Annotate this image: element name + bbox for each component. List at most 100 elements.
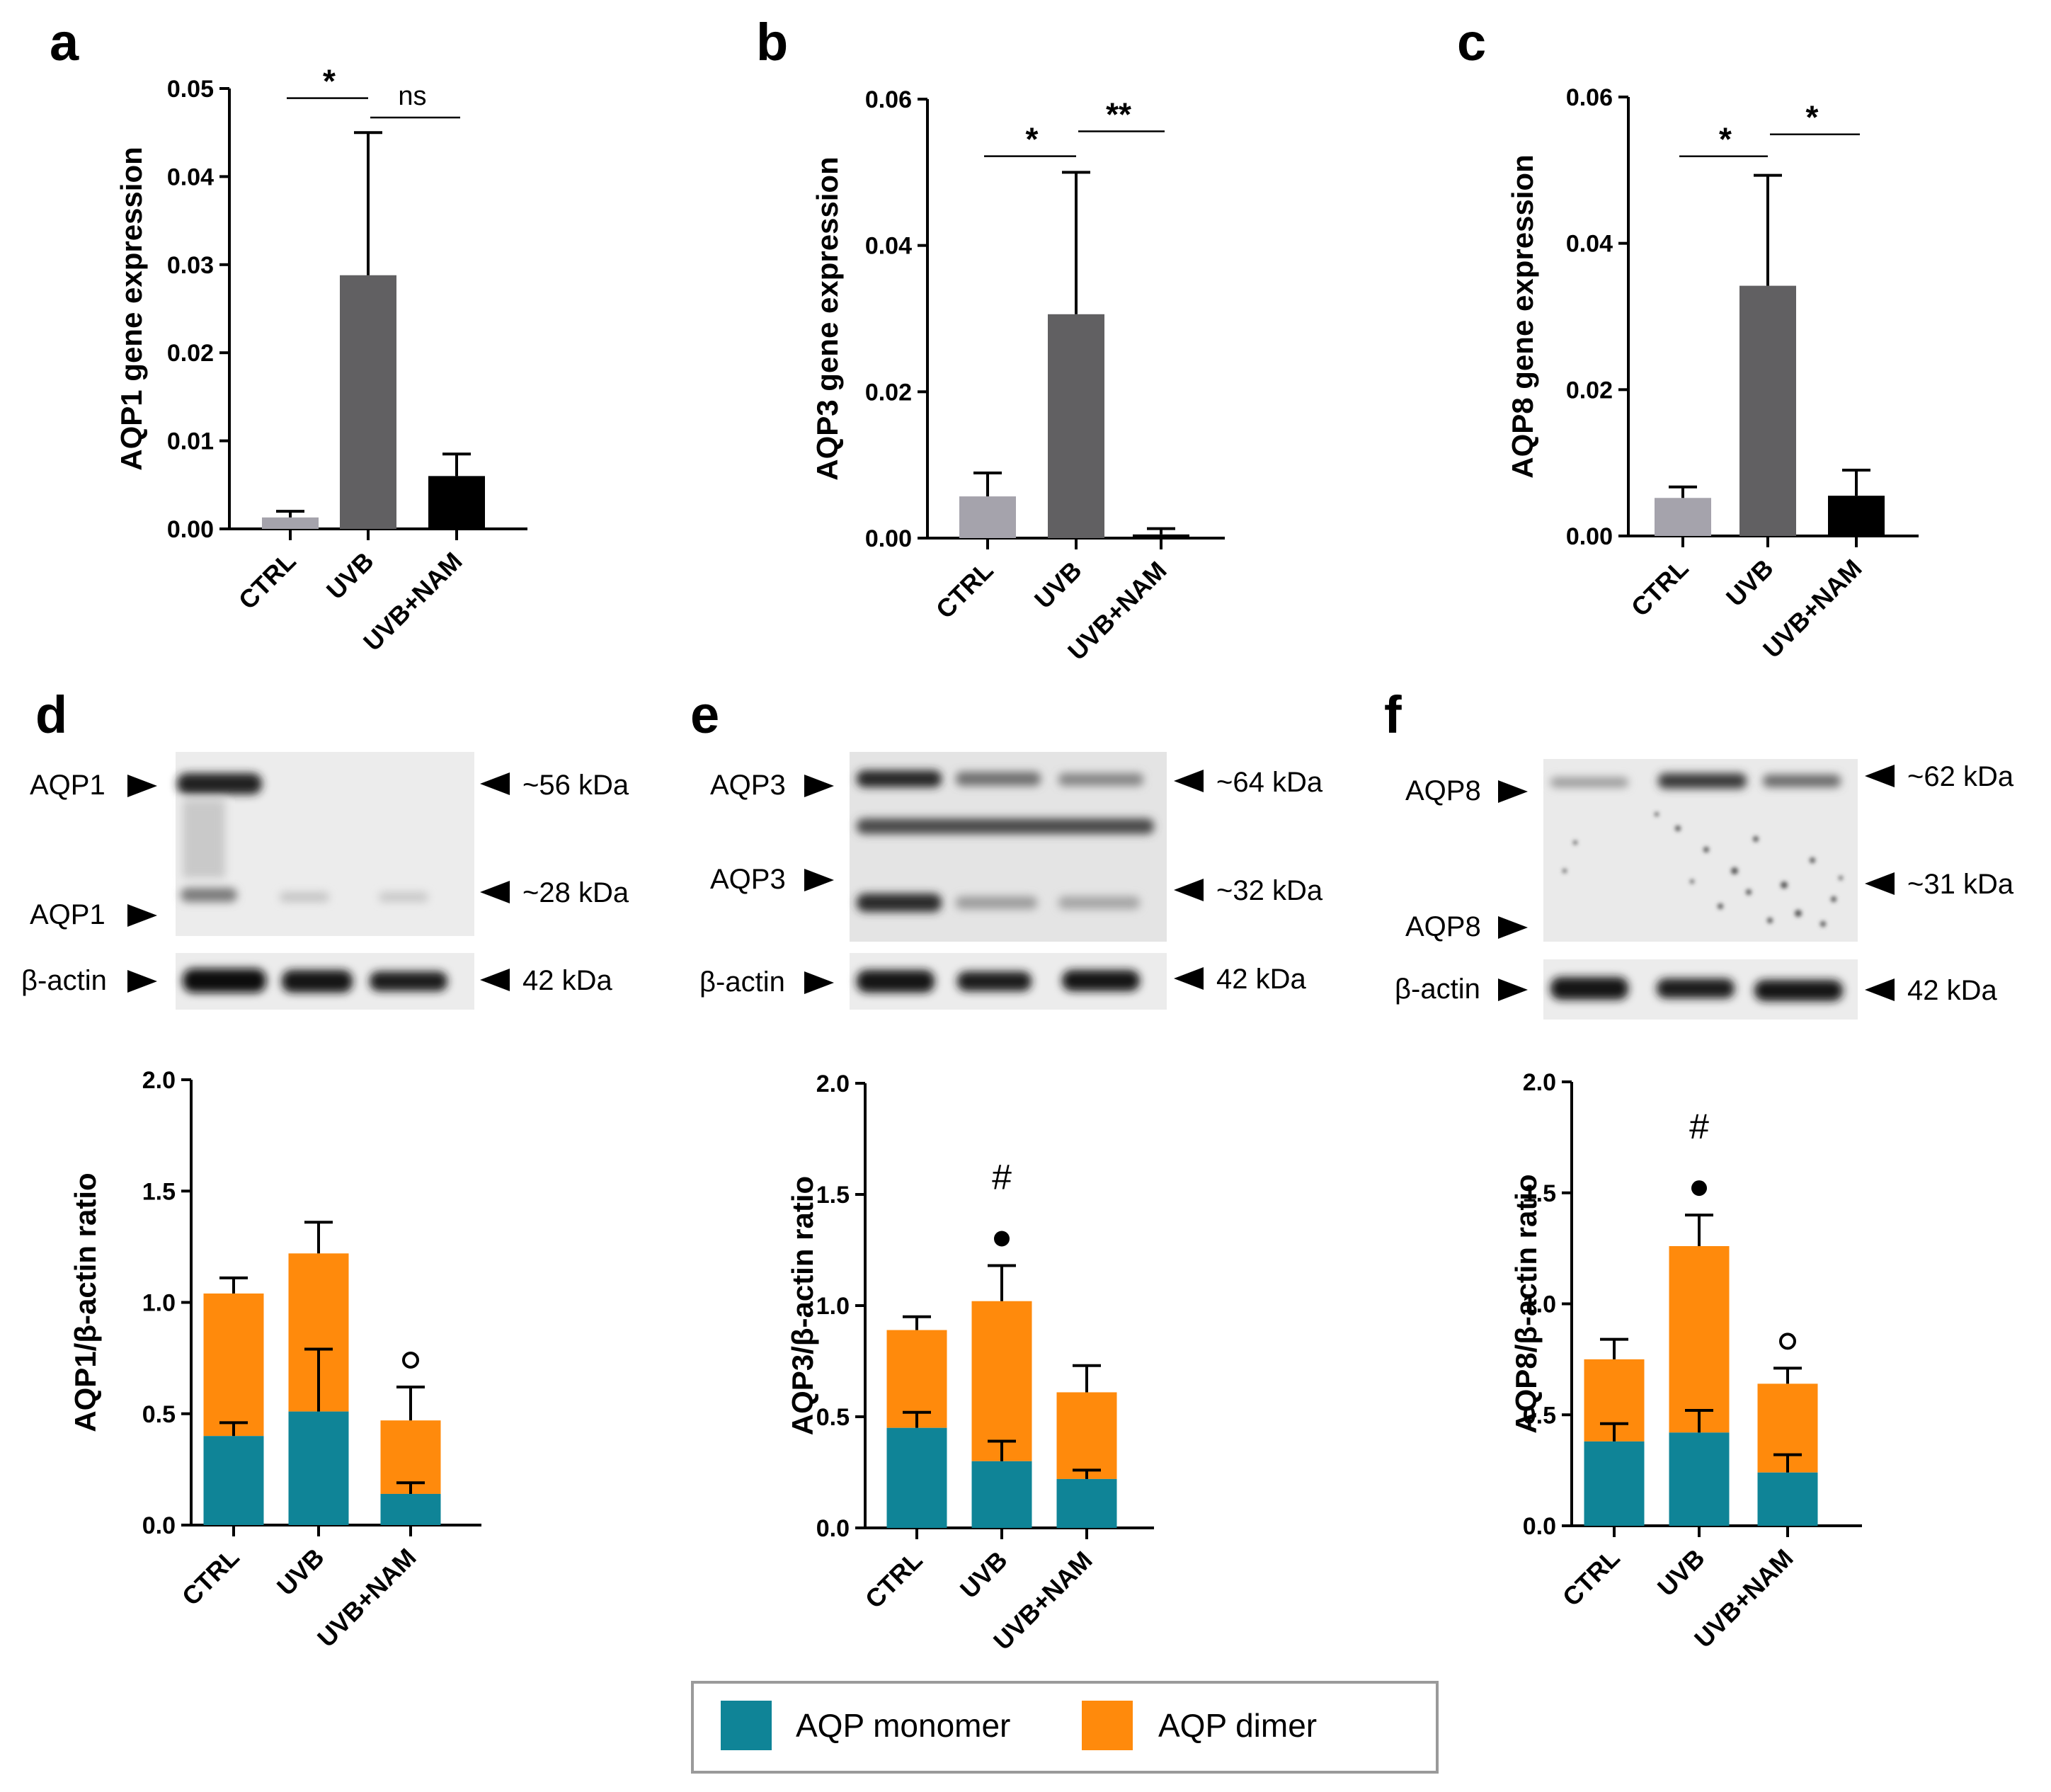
- e-bar-dimer: [971, 1301, 1032, 1461]
- d-y-tick-label: 2.0: [142, 1067, 176, 1094]
- a-bar: [262, 517, 319, 529]
- a-y-tick-label: 0.01: [167, 428, 214, 455]
- a-bar: [340, 275, 396, 529]
- blot-f-size-label-3: 42 kDa: [1907, 975, 1997, 1006]
- blot-e-arrow-left-2: [804, 869, 834, 891]
- c-significance-label: *: [1806, 99, 1819, 136]
- f-y-tick-label: 1.5: [1523, 1180, 1556, 1207]
- blot-e-size-label-1: ~64 kDa: [1216, 767, 1323, 798]
- blot-e-arrow-left-3: [804, 971, 834, 994]
- legend-swatch-monomer: [721, 1701, 772, 1750]
- d-x-tick-label: UVB: [271, 1543, 330, 1602]
- b-y-tick-label: 0.06: [865, 86, 912, 113]
- b-bar: [959, 496, 1016, 538]
- f-bar-monomer: [1757, 1472, 1818, 1526]
- f-y-axis-title: AQP8/β-actin ratio: [1509, 1174, 1543, 1433]
- f-y-tick-label: 2.0: [1523, 1069, 1556, 1096]
- legend: AQP monomer AQP dimer: [691, 1681, 1439, 1774]
- blot-d-band-label-2: AQP1: [30, 899, 105, 930]
- d-bar-monomer: [288, 1411, 349, 1525]
- f-mark-hash: #: [1689, 1107, 1709, 1146]
- c-bar: [1739, 285, 1796, 536]
- chart-aqp1-gene-expression: 0.00 0.01 0.02 0.03 0.04 0.05 AQP1 gene expres…: [115, 63, 527, 656]
- e-mark-dot: [994, 1231, 1010, 1247]
- blot-e-arrow-right-2: [1174, 879, 1204, 901]
- a-x-tick-label: UVB: [321, 547, 379, 605]
- c-y-tick-label: 0.00: [1566, 523, 1613, 550]
- blot-e-arrow-left-1: [804, 775, 834, 797]
- blot-d-size-label-1: ~56 kDa: [522, 770, 629, 801]
- f-mark-circle: [1779, 1332, 1796, 1350]
- blot-f-speckles: [1562, 812, 1843, 927]
- f-bar-monomer: [1584, 1441, 1645, 1526]
- e-y-axis-title: AQP3/β-actin ratio: [786, 1176, 819, 1435]
- blot-f-arrow-left-2: [1498, 916, 1528, 939]
- a-y-tick-label: 0.00: [167, 516, 214, 543]
- d-mark-circle: [402, 1352, 419, 1369]
- blot-d-arrow-left-1: [127, 775, 157, 797]
- e-bar-monomer: [886, 1427, 947, 1528]
- e-bar-monomer: [971, 1461, 1032, 1528]
- blot-d-arrow-right-1: [480, 772, 510, 795]
- blot-f-arrow-left-1: [1498, 780, 1528, 803]
- blot-f-target-membrane: [1543, 759, 1858, 942]
- c-y-axis-title: AQP8 gene expression: [1506, 154, 1539, 479]
- blot-d-band-label-1: AQP1: [30, 770, 105, 801]
- blot-e-size-label-2: ~32 kDa: [1216, 875, 1323, 906]
- c-y-tick-label: 0.02: [1566, 377, 1613, 404]
- b-bar: [1133, 534, 1189, 538]
- a-significance-label: *: [323, 63, 336, 100]
- d-y-tick-label: 0.0: [142, 1512, 176, 1539]
- c-bar: [1828, 496, 1885, 536]
- b-bar: [1048, 314, 1104, 538]
- b-significance-label: **: [1106, 96, 1131, 132]
- blot-d-arrow-left-2: [127, 904, 157, 927]
- a-x-tick-label: CTRL: [233, 547, 302, 615]
- blot-f-band-label-3: β-actin: [1395, 974, 1480, 1005]
- legend-swatch-dimer: [1082, 1701, 1133, 1750]
- b-y-axis-title: AQP3 gene expression: [811, 156, 844, 481]
- blot-d-arrow-right-2: [480, 881, 510, 903]
- panel-letter-e: e: [690, 685, 719, 744]
- c-y-tick-label: 0.06: [1566, 84, 1613, 111]
- blot-e-size-label-3: 42 kDa: [1216, 964, 1306, 995]
- b-y-tick-label: 0.04: [865, 233, 912, 260]
- panel-letter-b: b: [756, 13, 788, 72]
- blot-f-size-label-1: ~62 kDa: [1907, 761, 2014, 792]
- western-blot-e: AQP3 AQP3 β-actin ~64 kDa ~32 kDa 42 kDa: [699, 752, 1323, 1010]
- f-y-tick-label: 0.0: [1523, 1513, 1556, 1540]
- a-y-tick-label: 0.02: [167, 340, 214, 367]
- f-mark-dot: [1691, 1180, 1707, 1197]
- c-bar: [1655, 498, 1711, 536]
- e-y-tick-label: 1.5: [816, 1182, 850, 1209]
- blot-d-arrow-right-3: [480, 969, 510, 991]
- b-y-tick-label: 0.02: [865, 379, 912, 406]
- blot-e-band-label-2: AQP3: [710, 864, 786, 895]
- panel-letter-a: a: [50, 13, 79, 72]
- blot-f-arrow-right-3: [1865, 978, 1895, 1001]
- blot-f-arrow-right-2: [1865, 872, 1895, 895]
- c-x-tick-label: UVB: [1720, 554, 1779, 612]
- f-bar-monomer: [1669, 1432, 1730, 1526]
- legend-label-monomer: AQP monomer: [796, 1707, 1010, 1744]
- c-significance-label: *: [1719, 121, 1732, 158]
- b-significance-label: *: [1026, 121, 1039, 158]
- panel-letter-d: d: [35, 685, 67, 744]
- f-y-tick-label: 0.5: [1523, 1402, 1556, 1429]
- blot-f-band-label-2: AQP8: [1405, 911, 1481, 942]
- a-y-axis-title: AQP1 gene expression: [115, 147, 148, 471]
- blot-d-arrow-left-3: [127, 970, 157, 993]
- blot-d-size-label-3: 42 kDa: [522, 965, 612, 996]
- d-y-tick-label: 1.0: [142, 1290, 176, 1317]
- blot-e-arrow-right-1: [1174, 770, 1204, 792]
- e-y-tick-label: 2.0: [816, 1071, 850, 1097]
- western-blot-f: AQP8 AQP8 β-actin ~62 kDa ~31 kDa 42 kDa: [1395, 759, 2014, 1020]
- e-y-tick-label: 0.5: [816, 1404, 850, 1431]
- blot-d-band-label-3: β-actin: [21, 965, 107, 996]
- e-bar-monomer: [1056, 1478, 1117, 1528]
- blot-f-band-label-1: AQP8: [1405, 775, 1481, 806]
- a-bar: [428, 476, 485, 529]
- f-x-tick-label: CTRL: [1557, 1543, 1626, 1612]
